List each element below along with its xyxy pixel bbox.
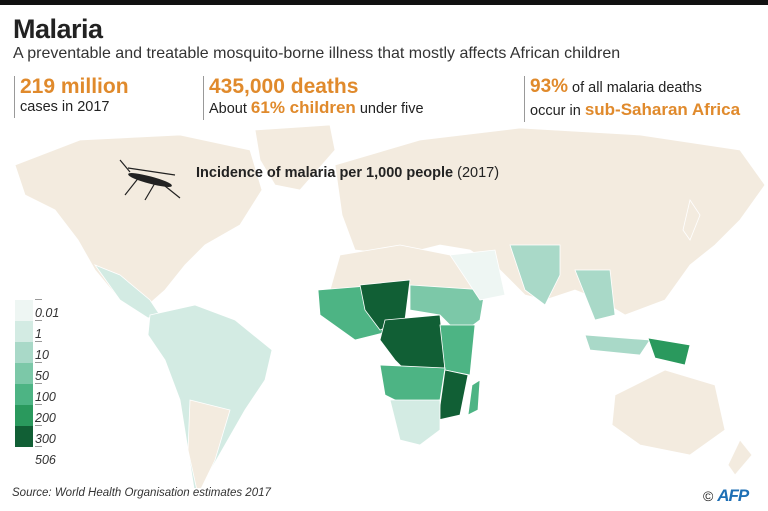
stat-africa: 93% of all malaria deaths occur in sub-S…: [524, 76, 740, 122]
stat-deaths-value: 435,000 deaths: [209, 75, 359, 98]
kenya-tanzania: [439, 324, 476, 376]
legend-swatch: [15, 405, 33, 426]
source-note: Source: World Health Organisation estima…: [12, 487, 271, 499]
stat-cases: 219 million cases in 2017: [14, 76, 129, 118]
angola-zambia: [379, 364, 446, 406]
map-title: Incidence of malaria per 1,000 people (2…: [196, 165, 499, 181]
greenland: [254, 124, 336, 191]
south-asia: [509, 244, 561, 306]
southern-cone: [187, 399, 231, 488]
legend-swatch: [15, 321, 33, 342]
afp-wordmark: AFP: [717, 486, 749, 505]
map-title-text: Incidence of malaria per 1,000 people: [196, 165, 454, 181]
stat-africa-text2: occur in: [530, 103, 585, 119]
legend-swatch: [15, 426, 33, 447]
map-year: (2017): [457, 165, 500, 181]
stat-deaths-highlight: 61% children: [250, 98, 356, 117]
papua-new-guinea: [647, 337, 691, 366]
copyright-symbol: ©: [703, 488, 714, 504]
stat-deaths: 435,000 deaths About 61% children under …: [203, 76, 424, 120]
stat-africa-text1: of all malaria deaths: [568, 80, 702, 96]
page-subtitle: A preventable and treatable mosquito-bor…: [13, 45, 621, 62]
afp-logo: © AFP: [703, 486, 749, 506]
middle-east: [449, 249, 506, 301]
southern-africa: [389, 399, 441, 446]
legend-swatch: [15, 300, 33, 321]
world-map: [14, 124, 766, 488]
madagascar: [467, 379, 481, 416]
page-title: Malaria: [13, 14, 103, 44]
new-zealand: [727, 439, 753, 476]
legend-label: 506: [35, 439, 56, 467]
stat-deaths-pre: About: [209, 101, 251, 117]
legend-swatch: [15, 363, 33, 384]
south-america: [147, 304, 273, 488]
stat-africa-highlight: sub-Saharan Africa: [584, 100, 741, 119]
stat-cases-text: cases in 2017: [20, 99, 110, 115]
legend-swatch: [15, 342, 33, 363]
japan: [682, 199, 701, 241]
legend-swatch: [15, 384, 33, 405]
north-america: [14, 134, 263, 306]
stat-cases-value: 219 million: [20, 75, 129, 98]
mosquito-icon: [119, 159, 181, 201]
stat-africa-pct: 93%: [530, 76, 569, 97]
australia: [611, 369, 726, 456]
indonesia: [584, 334, 651, 356]
stat-deaths-post: under five: [355, 101, 424, 117]
top-rule: [0, 0, 768, 5]
southeast-asia: [574, 269, 616, 321]
